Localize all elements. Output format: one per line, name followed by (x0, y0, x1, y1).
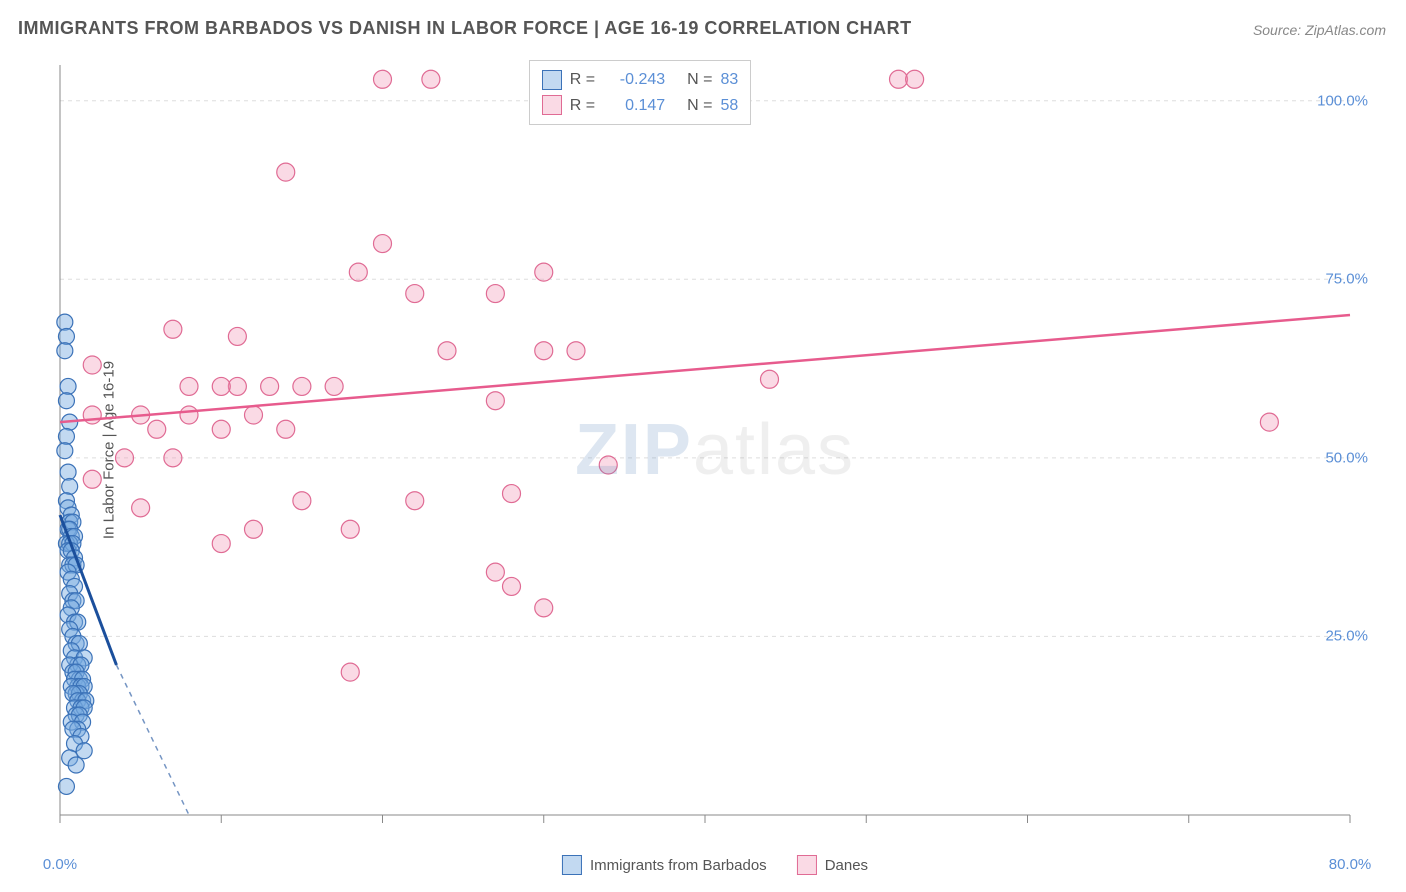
x-tick-label: 0.0% (43, 856, 77, 873)
x-tick-label: 80.0% (1329, 856, 1372, 873)
y-tick-label: 50.0% (1325, 449, 1368, 466)
scatter-plot (50, 55, 1380, 845)
legend-n-value: 83 (720, 67, 738, 93)
legend-r-value: 0.147 (603, 93, 665, 119)
legend-r-value: -0.243 (603, 67, 665, 93)
legend-item: Danes (797, 855, 868, 875)
legend-item: Immigrants from Barbados (562, 855, 767, 875)
source-attribution: Source: ZipAtlas.com (1253, 22, 1386, 38)
legend-r-label: R = (570, 93, 595, 119)
legend-swatch (797, 855, 817, 875)
legend-row: R = 0.147 N = 58 (542, 93, 738, 119)
legend-row: R = -0.243 N = 83 (542, 67, 738, 93)
chart-title: IMMIGRANTS FROM BARBADOS VS DANISH IN LA… (18, 18, 912, 39)
legend-swatch (542, 70, 562, 90)
chart-area: In Labor Force | Age 16-19 ZIPatlas R =-… (50, 55, 1380, 845)
legend-series-label: Danes (825, 857, 868, 874)
series-legend: Immigrants from Barbados Danes (562, 855, 868, 875)
legend-series-label: Immigrants from Barbados (590, 857, 767, 874)
y-tick-label: 75.0% (1325, 271, 1368, 288)
legend-n-value: 58 (720, 93, 738, 119)
y-tick-label: 25.0% (1325, 628, 1368, 645)
legend-swatch (562, 855, 582, 875)
legend-swatch (542, 95, 562, 115)
legend-r-label: R = (570, 67, 595, 93)
legend-n-label: N = (687, 67, 712, 93)
legend-n-label: N = (687, 93, 712, 119)
correlation-legend: R = -0.243 N = 83 R = 0.147 N = 58 (529, 60, 751, 125)
y-tick-label: 100.0% (1317, 92, 1368, 109)
